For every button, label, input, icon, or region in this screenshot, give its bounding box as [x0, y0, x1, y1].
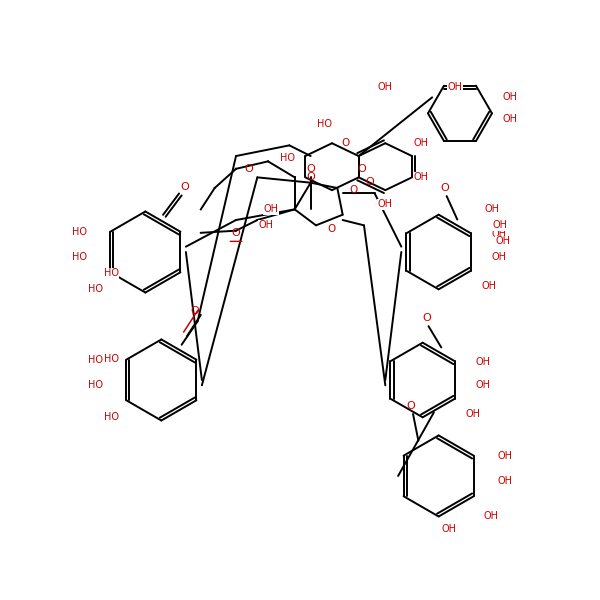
Text: OH: OH [484, 205, 499, 214]
Text: HO: HO [280, 153, 295, 163]
Text: O: O [232, 228, 241, 238]
Text: O: O [440, 182, 449, 193]
Text: HO: HO [104, 268, 119, 278]
Text: O: O [181, 182, 189, 192]
Text: OH: OH [495, 236, 510, 247]
Text: OH: OH [497, 451, 512, 461]
Text: OH: OH [378, 82, 393, 92]
Text: O: O [407, 401, 415, 410]
Text: OH: OH [503, 92, 518, 103]
Text: OH: OH [481, 281, 496, 291]
Text: O: O [342, 138, 350, 148]
Text: HO: HO [104, 412, 119, 422]
Text: O: O [349, 185, 358, 195]
Text: OH: OH [263, 205, 278, 214]
Text: OH: OH [497, 476, 512, 486]
Text: OH: OH [484, 511, 499, 521]
Text: O: O [422, 313, 431, 323]
Text: HO: HO [88, 284, 103, 295]
Text: HO: HO [88, 380, 103, 391]
Text: OH: OH [259, 220, 274, 230]
Text: OH: OH [503, 114, 518, 124]
Text: OH: OH [442, 524, 457, 534]
Text: HO: HO [104, 353, 119, 364]
Text: OH: OH [447, 82, 462, 92]
Text: HO: HO [88, 355, 103, 365]
Text: OH: OH [476, 380, 491, 391]
Text: OH: OH [466, 409, 481, 419]
Text: O: O [328, 224, 336, 233]
Text: O: O [365, 176, 374, 187]
Text: OH: OH [492, 253, 507, 262]
Text: O: O [244, 164, 253, 174]
Text: OH: OH [413, 138, 428, 148]
Text: O: O [358, 164, 366, 174]
Text: HO: HO [72, 253, 87, 262]
Text: OH: OH [492, 229, 507, 239]
Text: OH: OH [413, 172, 428, 182]
Text: OH: OH [476, 357, 491, 367]
Text: HO: HO [72, 227, 87, 237]
Text: OH: OH [493, 220, 508, 230]
Text: OH: OH [378, 199, 393, 209]
Text: O: O [306, 164, 315, 174]
Text: O: O [190, 305, 199, 316]
Text: O: O [306, 172, 315, 182]
Text: HO: HO [317, 119, 332, 129]
